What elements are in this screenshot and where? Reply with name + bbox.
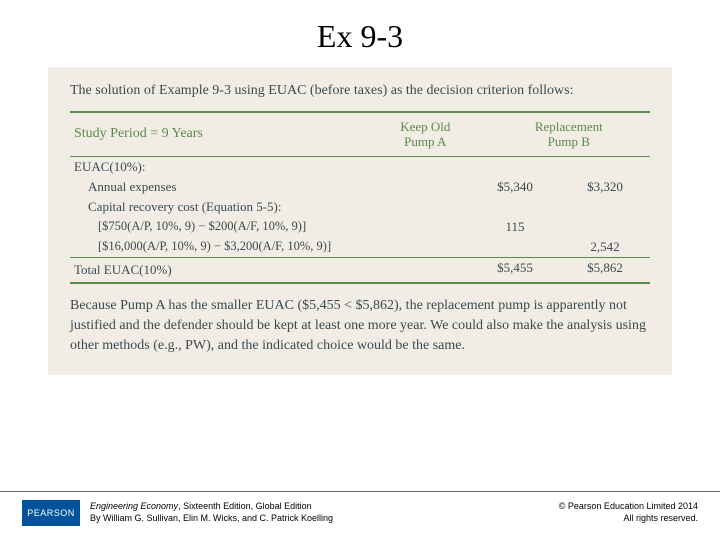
euac-body: EUAC(10%): Annual expenses $5,340 $3,320… — [70, 157, 650, 257]
col-a-line1: Keep Old — [367, 119, 484, 135]
book-title: Engineering Economy — [90, 501, 178, 511]
table-header-row: Study Period = 9 Years Keep Old Pump A R… — [70, 113, 650, 156]
annual-expenses-b: $3,320 — [560, 177, 650, 197]
rule-bottom — [70, 282, 650, 284]
study-period-label: Study Period = 9 Years — [70, 113, 363, 156]
slide-footer: PEARSON Engineering Economy, Sixteenth E… — [0, 491, 720, 540]
formula-b-val: 2,542 — [560, 237, 650, 257]
euac-table: Study Period = 9 Years Keep Old Pump A R… — [70, 113, 650, 156]
textbook-excerpt: The solution of Example 9-3 using EUAC (… — [48, 67, 672, 375]
col-replacement: Replacement Pump B — [488, 113, 650, 156]
slide-title: Ex 9-3 — [0, 0, 720, 67]
copyright-line2: All rights reserved. — [559, 513, 698, 525]
copyright: © Pearson Education Limited 2014 All rig… — [559, 501, 698, 524]
formula-a-label: [$750(A/P, 10%, 9) − $200(A/F, 10%, 9)] — [70, 217, 470, 237]
copyright-line1: © Pearson Education Limited 2014 — [559, 501, 698, 513]
capital-recovery-label: Capital recovery cost (Equation 5-5): — [70, 197, 470, 217]
euac-label: EUAC(10%): — [70, 157, 470, 177]
col-b-line2: Pump B — [492, 134, 646, 150]
col-a-line2: Pump A — [367, 134, 484, 150]
col-b-line1: Replacement — [492, 119, 646, 135]
formula-a-val: 115 — [470, 217, 560, 237]
book-subtitle: , Sixteenth Edition, Global Edition — [178, 501, 312, 511]
total-b: $5,862 — [560, 258, 650, 282]
book-authors: By William G. Sullivan, Elin M. Wicks, a… — [90, 513, 559, 525]
annual-expenses-label: Annual expenses — [70, 177, 470, 197]
pearson-logo: PEARSON — [22, 500, 80, 526]
formula-b-label: [$16,000(A/P, 10%, 9) − $3,200(A/F, 10%,… — [70, 237, 470, 257]
euac-total: Total EUAC(10%) $5,455 $5,862 — [70, 258, 650, 282]
intro-text: The solution of Example 9-3 using EUAC (… — [70, 81, 650, 101]
total-a: $5,455 — [470, 258, 560, 282]
book-info: Engineering Economy, Sixteenth Edition, … — [90, 501, 559, 524]
annual-expenses-a: $5,340 — [470, 177, 560, 197]
total-label: Total EUAC(10%) — [70, 258, 470, 282]
conclusion-text: Because Pump A has the smaller EUAC ($5,… — [70, 296, 650, 357]
col-keep-old: Keep Old Pump A — [363, 113, 488, 156]
